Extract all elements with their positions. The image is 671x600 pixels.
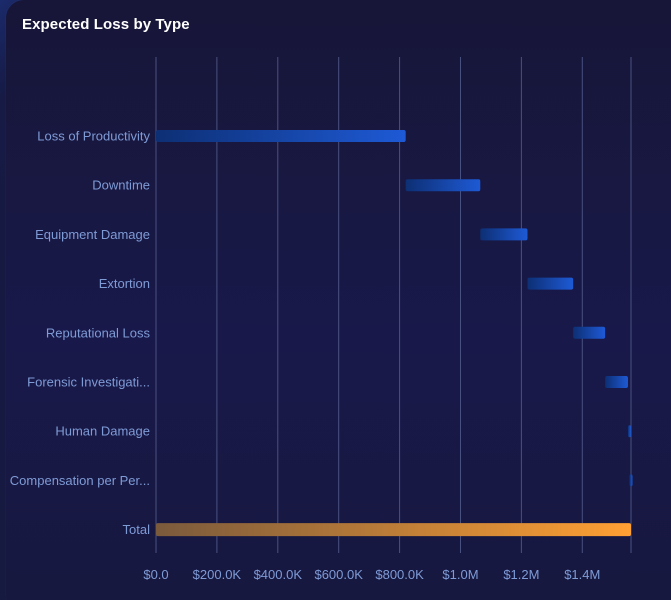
x-tick-label: $600.0K: [314, 567, 363, 582]
x-tick-label: $200.0K: [193, 567, 242, 582]
category-label: Loss of Productivity: [37, 129, 150, 144]
loss-bar[interactable]: [480, 228, 528, 241]
category-label: Reputational Loss: [46, 325, 151, 340]
x-tick-label: $0.0: [143, 567, 168, 582]
loss-bar[interactable]: [605, 376, 628, 388]
loss-bar[interactable]: [627, 425, 631, 438]
x-tick-label: $400.0K: [254, 567, 303, 582]
x-tick-label: $800.0K: [375, 567, 424, 582]
category-label: Equipment Damage: [35, 227, 150, 242]
loss-bar[interactable]: [629, 474, 633, 487]
chart-title: Expected Loss by Type: [22, 16, 190, 33]
category-label: Forensic Investigati...: [27, 375, 150, 390]
x-tick-label: $1.2M: [503, 567, 539, 582]
category-label: Total: [123, 522, 151, 537]
x-tick-label: $1.4M: [564, 567, 600, 582]
category-label: Downtime: [92, 178, 150, 193]
category-label: Compensation per Per...: [10, 473, 150, 488]
total-bar[interactable]: [156, 523, 631, 537]
category-label: Human Damage: [55, 424, 150, 439]
loss-bar[interactable]: [573, 326, 606, 339]
category-label: Extortion: [99, 276, 150, 291]
loss-bar[interactable]: [405, 179, 481, 192]
loss-bar[interactable]: [156, 130, 406, 142]
loss-bar[interactable]: [527, 277, 574, 290]
x-tick-label: $1.0M: [442, 567, 478, 582]
